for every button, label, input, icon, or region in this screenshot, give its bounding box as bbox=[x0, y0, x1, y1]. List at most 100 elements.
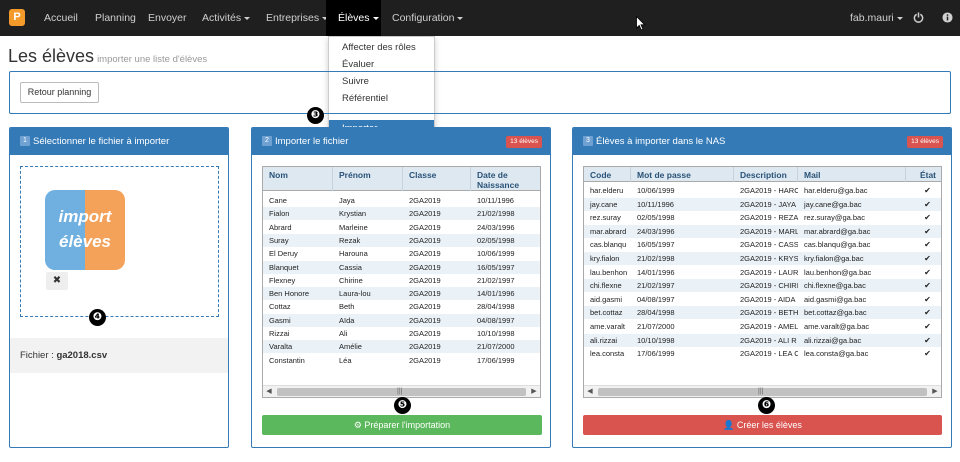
table-row[interactable]: Blanquet Cassia 2GA2019 16/05/1997 bbox=[263, 260, 540, 274]
scroll-thumb[interactable] bbox=[598, 388, 927, 396]
table-row[interactable]: Fialon Krystian 2GA2019 21/02/1998 bbox=[263, 207, 540, 221]
table-cell: 14/01/1996 bbox=[477, 289, 515, 299]
table-row[interactable]: Cane Jaya 2GA2019 10/11/1996 bbox=[263, 194, 540, 207]
marker-3: ❸ bbox=[307, 107, 324, 124]
column-header-mot-de-passe[interactable]: Mot de passe bbox=[631, 167, 734, 182]
menu-item-affecter-roles[interactable]: Affecter des rôles bbox=[342, 42, 416, 53]
table-row[interactable]: Constantin Léa 2GA2019 17/06/1999 bbox=[263, 354, 540, 367]
table-cell: 10/11/1996 bbox=[477, 196, 514, 205]
nav-accueil[interactable]: Accueil bbox=[44, 12, 78, 24]
menu-item-referentiel[interactable]: Référentiel bbox=[342, 93, 388, 104]
table-row[interactable]: lea.consta 17/06/1999 2GA2019 - LEA C lea.c… bbox=[584, 347, 941, 360]
import-eleves-logo: import élèves bbox=[45, 190, 125, 270]
column-header-etat[interactable]: État bbox=[906, 167, 941, 182]
table-row[interactable]: ali.rizzai 10/10/1998 2GA2019 - ALI R ali.r… bbox=[584, 333, 941, 347]
table-row[interactable]: har.elderu 10/06/1999 2GA2019 - HAROUNA har… bbox=[584, 184, 941, 197]
table-cell: chi.flexne bbox=[590, 281, 622, 291]
table-cell: 21/02/1998 bbox=[477, 209, 515, 219]
nav-configuration[interactable]: Configuration bbox=[392, 0, 464, 36]
horizontal-scrollbar[interactable]: ◀ ||| ▶ bbox=[263, 385, 540, 397]
column-header-classe[interactable]: Classe bbox=[403, 167, 471, 191]
file-dropzone[interactable] bbox=[20, 166, 219, 317]
table-cell: 04/08/1997 bbox=[477, 315, 515, 325]
table-cell: 21/07/2000 bbox=[477, 342, 515, 352]
column-header-prenom[interactable]: Prénom bbox=[333, 167, 403, 191]
top-navbar: P Accueil Planning Envoyer Activités Ent… bbox=[0, 0, 960, 36]
column-header-description[interactable]: Description bbox=[734, 167, 798, 182]
nav-planning[interactable]: Planning bbox=[95, 12, 136, 24]
table-header: Nom Prénom Classe Date de Naissance bbox=[263, 167, 540, 191]
table-row[interactable]: mar.abrard 24/03/1996 2GA2019 - MARLEINE ma… bbox=[584, 224, 941, 238]
column-header-code[interactable]: Code bbox=[584, 167, 631, 182]
user-icon: 👤 bbox=[723, 420, 735, 430]
nav-user-menu[interactable]: fab.mauri bbox=[850, 0, 903, 36]
table-cell: Constantin bbox=[269, 355, 305, 365]
table-cell: Krystian bbox=[339, 209, 367, 219]
nav-entreprises[interactable]: Entreprises bbox=[266, 0, 329, 36]
remove-file-button[interactable]: ✖ bbox=[46, 272, 68, 290]
table-cell: Jaya bbox=[339, 196, 355, 205]
eleves-count-badge: 13 élèves bbox=[506, 136, 542, 148]
table-row[interactable]: Rizzai Ali 2GA2019 10/10/1998 bbox=[263, 327, 540, 340]
table-row[interactable]: Suray Rezak 2GA2019 02/05/1998 bbox=[263, 233, 540, 247]
table-cell: 02/05/1998 bbox=[637, 213, 675, 223]
retour-planning-button[interactable]: Retour planning bbox=[20, 82, 99, 103]
table-row[interactable]: aid.gasmi 04/08/1997 2GA2019 - AIDA aid.gas… bbox=[584, 293, 941, 306]
table-row[interactable]: lau.benhon 14/01/1996 2GA2019 - LAURA-LOU l… bbox=[584, 266, 941, 279]
scroll-thumb[interactable] bbox=[277, 388, 526, 396]
table-cell: 2GA2019 bbox=[409, 222, 441, 232]
table-cell: 16/05/1997 bbox=[477, 262, 515, 272]
panel-header: 1 Sélectionner le fichier à importer bbox=[10, 128, 228, 155]
panel-title: Élèves à importer dans le NAS bbox=[596, 136, 726, 147]
table-row[interactable]: El Deruy Harouna 2GA2019 10/06/1999 bbox=[263, 247, 540, 260]
power-icon[interactable] bbox=[913, 12, 924, 23]
table-cell: Cottaz bbox=[269, 302, 291, 312]
menu-item-evaluer[interactable]: Évaluer bbox=[342, 59, 375, 70]
table-cell: 10/10/1998 bbox=[637, 335, 675, 345]
table-row[interactable]: Ben Honore Laura-lou 2GA2019 14/01/1996 bbox=[263, 287, 540, 301]
table-cell: 2GA2019 bbox=[409, 235, 441, 245]
preparer-importation-button[interactable]: ⚙ Préparer l'importation bbox=[262, 415, 542, 435]
table-row[interactable]: ame.varalt 21/07/2000 2GA2019 - AMELIE ame.… bbox=[584, 320, 941, 333]
table-row[interactable]: chi.flexne 21/02/1997 2GA2019 - CHIRINE chi… bbox=[584, 279, 941, 293]
panel-eleves-nas: 3 Élèves à importer dans le NAS 13 élèves… bbox=[572, 127, 952, 448]
menu-item-suivre[interactable]: Suivre bbox=[342, 76, 369, 87]
table-row[interactable]: cas.blanqu 16/05/1997 2GA2019 - CASSIA cas.… bbox=[584, 238, 941, 251]
scroll-left-icon[interactable]: ◀ bbox=[587, 388, 593, 395]
nav-envoyer[interactable]: Envoyer bbox=[148, 12, 187, 24]
table-row[interactable]: Cottaz Beth 2GA2019 28/04/1998 bbox=[263, 300, 540, 313]
table-row[interactable]: rez.suray 02/05/1998 2GA2019 - REZAK rez.su… bbox=[584, 211, 941, 224]
scroll-right-icon[interactable]: ▶ bbox=[932, 388, 938, 395]
table-row[interactable]: Varalta Amélie 2GA2019 21/07/2000 bbox=[263, 340, 540, 354]
scroll-right-icon[interactable]: ▶ bbox=[531, 388, 537, 395]
table-row[interactable]: Flexney Chirine 2GA2019 21/02/1997 bbox=[263, 274, 540, 287]
column-header-mail[interactable]: Mail bbox=[798, 167, 906, 182]
table-row[interactable]: Gasmi Aïda 2GA2019 04/08/1997 bbox=[263, 313, 540, 327]
chevron-down-icon bbox=[322, 16, 329, 20]
table-cell: 21/07/2000 bbox=[637, 322, 675, 331]
app-logo[interactable]: P bbox=[9, 9, 25, 26]
marker-5: ❺ bbox=[394, 397, 411, 414]
table-row[interactable]: bet.cottaz 28/04/1998 2GA2019 - BETH bet.co… bbox=[584, 306, 941, 320]
table-cell: 21/02/1997 bbox=[477, 275, 515, 285]
toolbar-panel: Retour planning bbox=[9, 71, 951, 114]
horizontal-scrollbar[interactable]: ◀ ||| ▶ bbox=[584, 385, 941, 397]
nav-eleves[interactable]: Élèves bbox=[326, 0, 381, 36]
grip-icon: ||| bbox=[758, 388, 764, 395]
table-row[interactable]: Abrard Marleine 2GA2019 24/03/1996 bbox=[263, 221, 540, 234]
table-row[interactable]: kry.fialon 21/02/1998 2GA2019 - KRYSTIAN kr… bbox=[584, 252, 941, 265]
table-cell: rez.suray bbox=[590, 213, 621, 223]
table-row[interactable]: jay.cane 10/11/1996 2GA2019 - JAYA jay.cane… bbox=[584, 197, 941, 211]
table-cell: ali.rizzai@ga.bac bbox=[804, 335, 862, 345]
creer-eleves-button[interactable]: 👤 Créer les élèves bbox=[583, 415, 942, 435]
table-cell: 10/06/1999 bbox=[477, 249, 515, 259]
column-header-date-naissance[interactable]: Date de Naissance bbox=[471, 167, 540, 191]
column-header-nom[interactable]: Nom bbox=[263, 167, 333, 191]
table-cell: Rezak bbox=[339, 235, 361, 245]
table-cell: 2GA2019 bbox=[409, 342, 441, 352]
table-cell: 2GA2019 - KRYSTIAN bbox=[740, 254, 798, 263]
scroll-left-icon[interactable]: ◀ bbox=[266, 388, 272, 395]
info-icon[interactable] bbox=[942, 12, 953, 23]
nav-activites[interactable]: Activités bbox=[202, 0, 251, 36]
panel-title: Sélectionner le fichier à importer bbox=[33, 136, 170, 147]
